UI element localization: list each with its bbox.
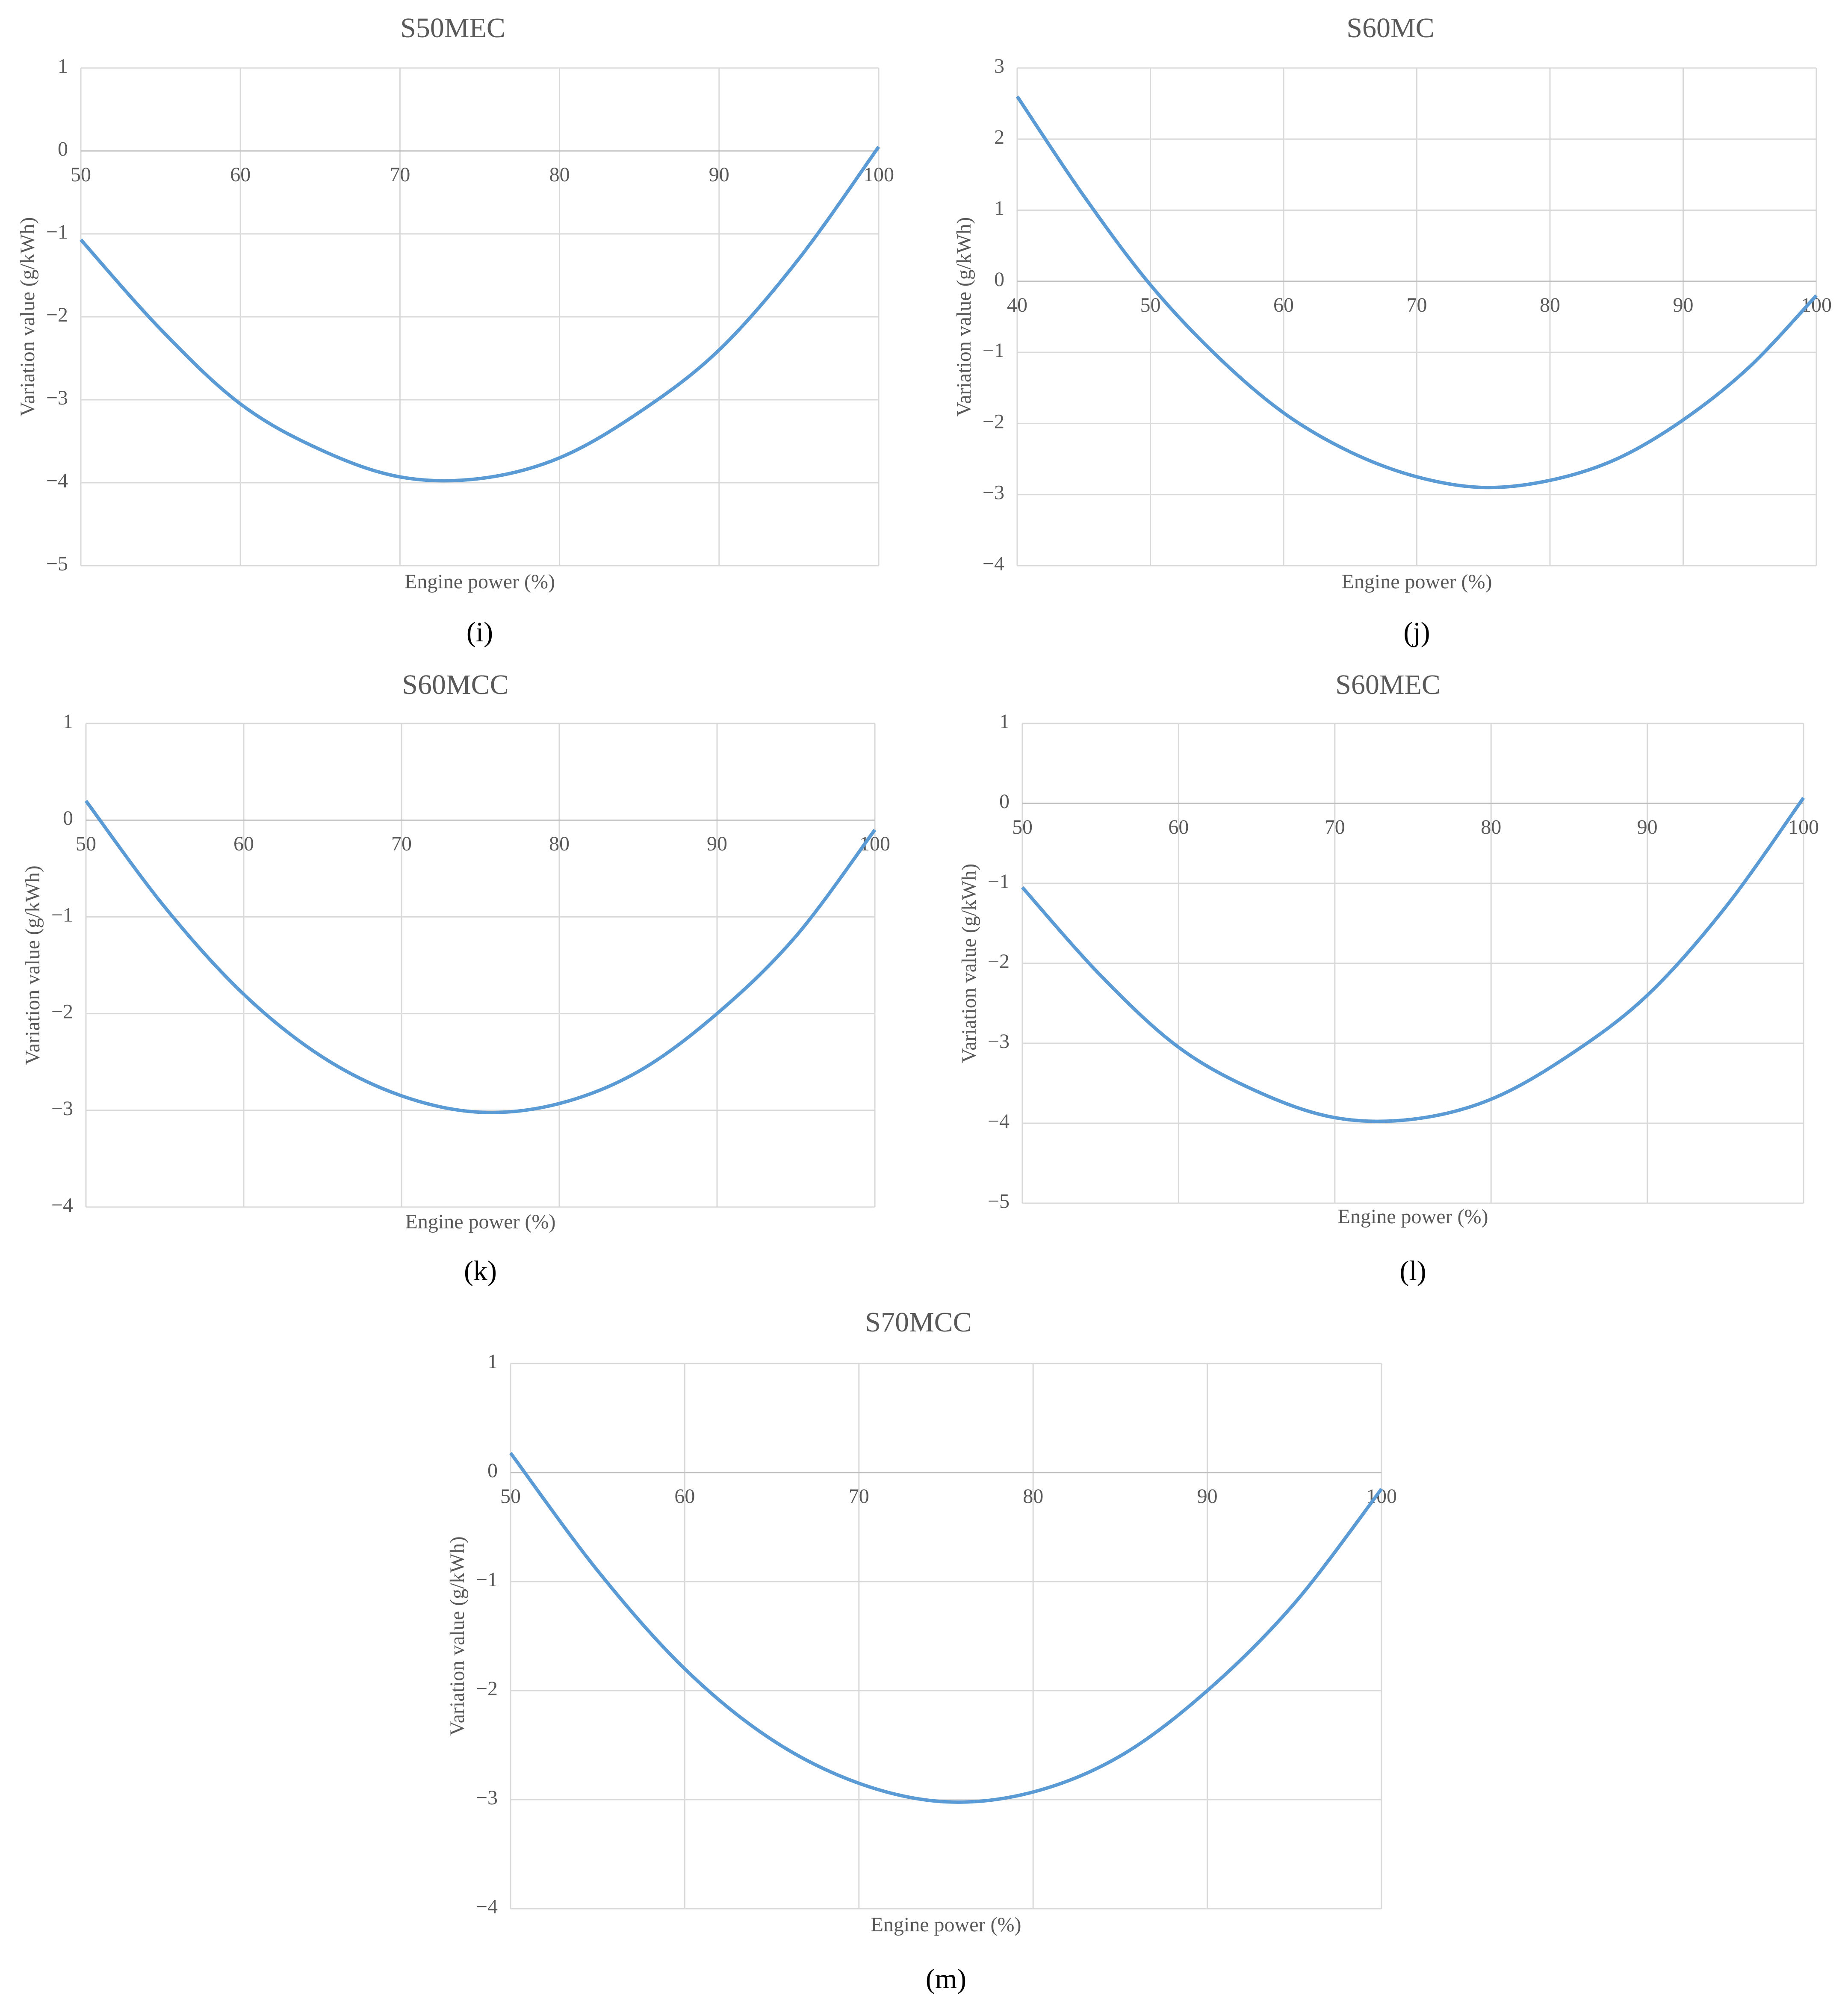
y-tick-label: 2	[994, 126, 1004, 148]
x-tick-label: 60	[230, 163, 251, 186]
y-tick-label: 0	[999, 790, 1010, 813]
panel-label: (l)	[1399, 1255, 1426, 1287]
x-tick-label: 90	[707, 832, 727, 855]
x-tick-label: 50	[71, 163, 91, 186]
y-tick-label: −4	[51, 1194, 73, 1216]
chart-title: S60MC	[1346, 12, 1434, 44]
x-tick-label: 90	[709, 163, 729, 186]
x-tick-label: 100	[1788, 816, 1819, 838]
y-axis-label: Variation value (g/kWh)	[958, 864, 980, 1063]
y-tick-label: 0	[58, 138, 68, 160]
x-tick-label: 60	[1168, 816, 1189, 838]
chart-panel: S50MEC 50 60 70 80 90 100 −5 −4 −3 −2 −1 0 1 Engine po…	[16, 12, 894, 648]
y-tick-label: −1	[46, 221, 68, 243]
x-axis-label: Engine power (%)	[1338, 1205, 1488, 1228]
y-tick-label: 0	[994, 268, 1004, 291]
x-tick-label: 70	[391, 832, 412, 855]
chart-title: S60MEC	[1335, 669, 1441, 700]
x-tick-label: 50	[1012, 816, 1033, 838]
x-tick-label: 50	[500, 1485, 521, 1508]
data-line	[509, 1452, 1383, 1804]
y-tick-label: −1	[983, 339, 1004, 362]
y-tick-label: −4	[476, 1895, 498, 1918]
y-tick-label: −1	[476, 1568, 498, 1591]
panel-label: (j)	[1403, 617, 1430, 648]
x-tick-label: 100	[863, 163, 894, 186]
x-axis-label: Engine power (%)	[405, 1210, 556, 1233]
data-line	[1021, 797, 1805, 1123]
y-tick-label: −3	[46, 387, 68, 409]
x-tick-label: 80	[549, 832, 570, 855]
y-tick-label: −5	[46, 552, 68, 575]
x-tick-label: 80	[1023, 1485, 1043, 1508]
x-tick-label: 60	[1273, 294, 1294, 316]
x-tick-label: 70	[849, 1485, 869, 1508]
chart-panel: S60MEC 50 60 70 80 90 100 −5 −4 −3 −2 −1 0 1 Engine po…	[958, 669, 1819, 1287]
y-tick-label: −3	[51, 1097, 73, 1120]
y-tick-label: −4	[988, 1110, 1010, 1133]
y-tick-label: 0	[63, 807, 73, 829]
y-tick-label: −4	[46, 469, 68, 492]
y-tick-label: −3	[983, 481, 1004, 504]
y-tick-label: 1	[999, 710, 1010, 733]
y-tick-label: 0	[487, 1459, 498, 1482]
data-line	[80, 145, 880, 483]
y-tick-label: −2	[46, 304, 68, 326]
y-tick-label: −1	[51, 903, 73, 926]
x-tick-label: 80	[1481, 816, 1501, 838]
y-tick-label: −2	[983, 410, 1004, 433]
y-axis-label: Variation value (g/kWh)	[21, 865, 44, 1065]
y-tick-label: −2	[51, 1001, 73, 1023]
y-tick-label: 3	[994, 55, 1004, 77]
y-tick-label: −5	[988, 1190, 1010, 1213]
x-tick-label: 70	[1407, 294, 1427, 316]
y-tick-label: −2	[476, 1677, 498, 1700]
x-tick-label: 50	[1140, 294, 1161, 316]
chart-title: S60MCC	[402, 669, 508, 700]
x-tick-label: 90	[1197, 1485, 1218, 1508]
chart-title: S70MCC	[865, 1307, 971, 1338]
data-line	[84, 800, 877, 1114]
y-tick-label: −1	[988, 870, 1010, 893]
y-axis-label: Variation value (g/kWh)	[16, 217, 39, 417]
y-tick-label: 1	[58, 55, 68, 77]
y-tick-label: 1	[63, 710, 73, 733]
y-axis-label: Variation value (g/kWh)	[953, 217, 975, 417]
y-axis-label: Variation value (g/kWh)	[446, 1536, 469, 1736]
panel-label: (k)	[464, 1255, 497, 1287]
x-axis-label: Engine power (%)	[404, 570, 555, 593]
x-tick-label: 50	[76, 832, 96, 855]
x-axis-label: Engine power (%)	[1342, 570, 1492, 593]
x-tick-label: 60	[674, 1485, 695, 1508]
x-axis-label: Engine power (%)	[871, 1913, 1021, 1936]
x-tick-label: 70	[390, 163, 410, 186]
y-tick-label: 1	[994, 197, 1004, 220]
x-tick-label: 80	[1540, 294, 1560, 316]
x-tick-label: 90	[1673, 294, 1694, 316]
x-tick-label: 80	[549, 163, 570, 186]
y-tick-label: −3	[988, 1030, 1010, 1053]
x-tick-label: 70	[1325, 816, 1345, 838]
panel-label: (m)	[926, 1963, 966, 1995]
panel-label: (i)	[466, 617, 493, 648]
y-tick-label: −3	[476, 1786, 498, 1809]
x-tick-label: 40	[1007, 294, 1027, 316]
y-tick-label: 1	[487, 1350, 498, 1373]
chart-title: S50MEC	[400, 12, 505, 44]
x-tick-label: 60	[233, 832, 254, 855]
y-tick-label: −2	[988, 950, 1010, 973]
data-line	[1016, 95, 1818, 490]
y-tick-label: −4	[983, 552, 1004, 575]
x-tick-label: 90	[1637, 816, 1658, 838]
